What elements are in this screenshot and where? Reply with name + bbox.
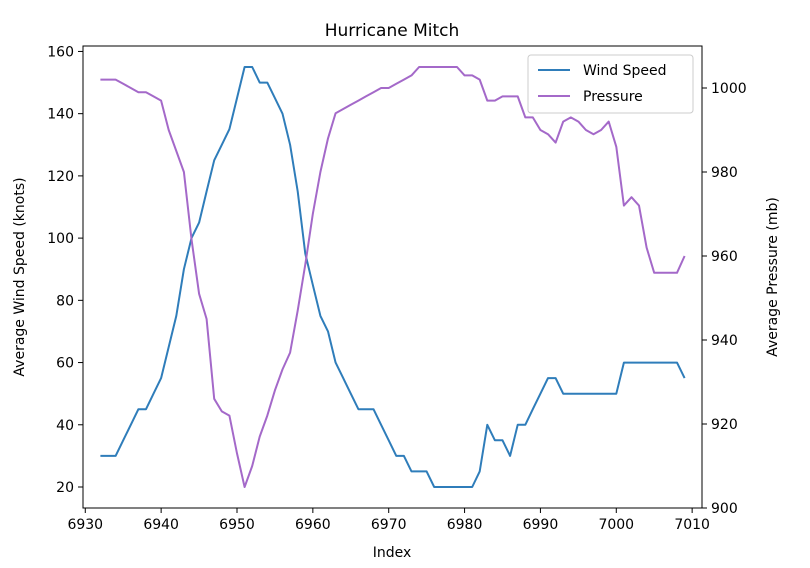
y-tick-label: 20 <box>56 480 74 496</box>
x-tick-label: 6980 <box>447 517 483 533</box>
y-tick-label: 160 <box>47 44 74 60</box>
y2-tick-label: 900 <box>711 501 738 517</box>
x-tick-label: 6970 <box>371 517 407 533</box>
y-tick-label: 60 <box>56 356 74 372</box>
plot-frame <box>82 45 703 509</box>
x-tick-label: 7010 <box>674 517 710 533</box>
legend: Wind Speed Pressure <box>527 54 694 114</box>
y2-tick-label: 940 <box>711 333 738 349</box>
y2-tick-label: 1000 <box>711 81 747 97</box>
series-line-pressure <box>100 66 686 488</box>
x-tick-label: 7000 <box>598 517 634 533</box>
x-tick-label: 6950 <box>219 517 255 533</box>
series-layer <box>100 66 686 488</box>
y-tick-label: 40 <box>56 418 74 434</box>
series-line-wind-speed <box>100 66 686 488</box>
x-tick-label: 6990 <box>523 517 559 533</box>
x-axis-label: Index <box>373 545 412 561</box>
legend-label-pressure: Pressure <box>583 89 643 105</box>
y-axis-right-label: Average Pressure (mb) <box>765 197 781 357</box>
y-tick-label: 120 <box>47 169 74 185</box>
y-tick-label: 140 <box>47 107 74 123</box>
y-axis-left-label: Average Wind Speed (knots) <box>12 177 28 376</box>
y-tick-label: 100 <box>47 231 74 247</box>
y2-tick-label: 960 <box>711 249 738 265</box>
x-tick-label: 6940 <box>143 517 179 533</box>
plot-area <box>82 45 703 509</box>
y-tick-label: 80 <box>56 293 74 309</box>
x-tick-label: 6960 <box>295 517 331 533</box>
chart-title: Hurricane Mitch <box>325 21 460 41</box>
x-axis: 6930 6940 6950 6960 6970 6980 6990 7000 7010 <box>67 508 710 533</box>
y-axis-right: 900 920 940 960 980 1000 <box>702 81 747 517</box>
y2-tick-label: 980 <box>711 165 738 181</box>
y-axis-left: 20 40 60 80 100 120 140 160 <box>47 44 83 496</box>
y2-tick-label: 920 <box>711 417 738 433</box>
x-tick-label: 6930 <box>67 517 103 533</box>
legend-label-wind-speed: Wind Speed <box>583 63 667 79</box>
